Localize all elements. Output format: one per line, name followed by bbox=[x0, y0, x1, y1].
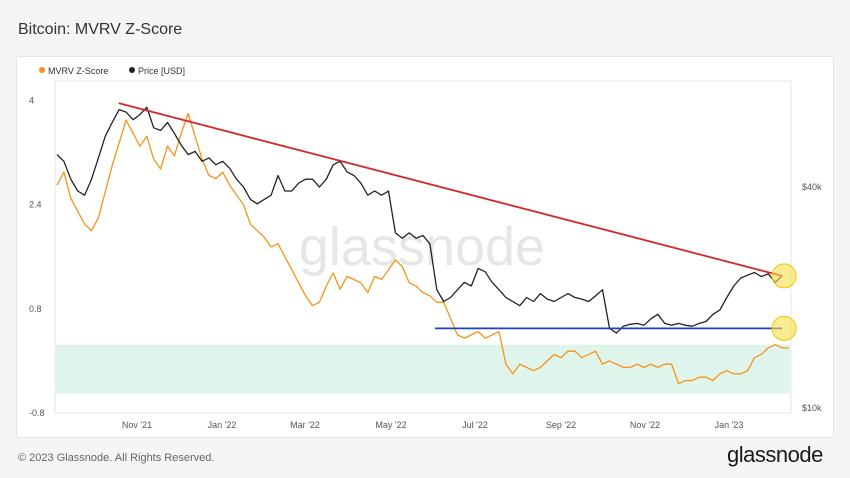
y-left-tick-label: 4 bbox=[29, 96, 34, 106]
y-left-tick-label: 0.8 bbox=[29, 304, 42, 314]
plot-frame bbox=[54, 80, 792, 414]
legend-swatch-price bbox=[129, 67, 135, 73]
x-tick-label: Sep '22 bbox=[546, 420, 576, 430]
y-left-tick-label: -0.8 bbox=[29, 408, 45, 418]
highlight-circle-price bbox=[771, 263, 797, 289]
x-tick-label: Jan '22 bbox=[208, 420, 237, 430]
y-right-tick-label: $40k bbox=[802, 182, 822, 192]
glassnode-logo[interactable]: glassnode bbox=[727, 442, 823, 467]
y-axis-left: 4 2.4 0.8 -0.8 bbox=[29, 96, 45, 418]
y-left-tick-label: 2.4 bbox=[29, 200, 42, 210]
price-line bbox=[56, 106, 783, 334]
copyright: © 2023 Glassnode. All Rights Reserved. bbox=[18, 452, 215, 464]
x-axis: Nov '21 Jan '22 Mar '22 May '22 Jul '22 Sep '… bbox=[122, 420, 743, 430]
x-tick-label: Mar '22 bbox=[290, 420, 320, 430]
x-tick-label: Jan '23 bbox=[715, 420, 744, 430]
series-group bbox=[56, 106, 789, 385]
chart-title: Bitcoin: MVRV Z-Score bbox=[18, 21, 183, 38]
resistance-trendline bbox=[118, 102, 783, 277]
legend[interactable]: MVRV Z-Score Price [USD] bbox=[39, 66, 185, 76]
annotations bbox=[118, 102, 797, 341]
legend-label-mvrv[interactable]: MVRV Z-Score bbox=[48, 66, 108, 76]
x-tick-label: Nov '22 bbox=[630, 420, 660, 430]
x-tick-label: Jul '22 bbox=[462, 420, 488, 430]
x-tick-label: May '22 bbox=[375, 420, 406, 430]
chart-svg[interactable]: MVRV Z-Score Price [USD] glassnode 4 2.4 0… bbox=[17, 57, 833, 437]
accumulation-band bbox=[56, 344, 790, 394]
legend-swatch-mvrv bbox=[39, 67, 45, 73]
x-tick-label: Nov '21 bbox=[122, 420, 152, 430]
watermark: glassnode bbox=[299, 217, 545, 277]
y-right-tick-label: $10k bbox=[802, 403, 822, 413]
chart-card: MVRV Z-Score Price [USD] glassnode 4 2.4 0… bbox=[16, 56, 834, 438]
y-axis-right: $40k $10k bbox=[802, 182, 822, 413]
legend-label-price[interactable]: Price [USD] bbox=[138, 66, 185, 76]
highlight-circle-zscore bbox=[771, 315, 797, 341]
